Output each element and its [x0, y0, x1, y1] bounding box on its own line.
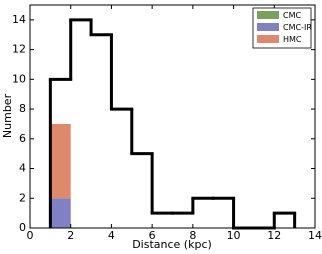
legend-label: CMC: [283, 11, 301, 20]
legend-swatch: [257, 23, 279, 31]
x-tick-label: 10: [227, 229, 241, 242]
y-tick-label: 2: [19, 191, 26, 204]
legend-label: HMC: [283, 35, 302, 44]
stacked-bar: [50, 198, 71, 228]
y-tick-label: 14: [12, 13, 26, 26]
x-tick-label: 2: [67, 229, 74, 242]
y-tick-label: 10: [12, 72, 26, 85]
y-tick-label: 6: [19, 132, 26, 145]
x-tick-label: 12: [267, 229, 281, 242]
y-tick-label: 4: [19, 162, 26, 175]
legend-swatch: [257, 35, 279, 43]
x-tick-label: 14: [308, 229, 322, 242]
y-tick-label: 8: [19, 102, 26, 115]
plot-frame: [29, 4, 316, 229]
x-tick-label: 8: [189, 229, 196, 242]
y-axis-label: Number: [1, 93, 14, 138]
x-tick-label: 4: [108, 229, 115, 242]
y-tick-label: 0: [19, 221, 26, 234]
x-axis-label: Distance (kpc): [132, 238, 212, 251]
legend-label: CMC-IR: [283, 23, 312, 32]
stacked-bar: [50, 123, 71, 199]
x-tick-label: 6: [149, 229, 156, 242]
y-tick-label: 12: [12, 43, 26, 56]
x-tick-label: 0: [27, 229, 34, 242]
legend-swatch: [257, 11, 279, 19]
